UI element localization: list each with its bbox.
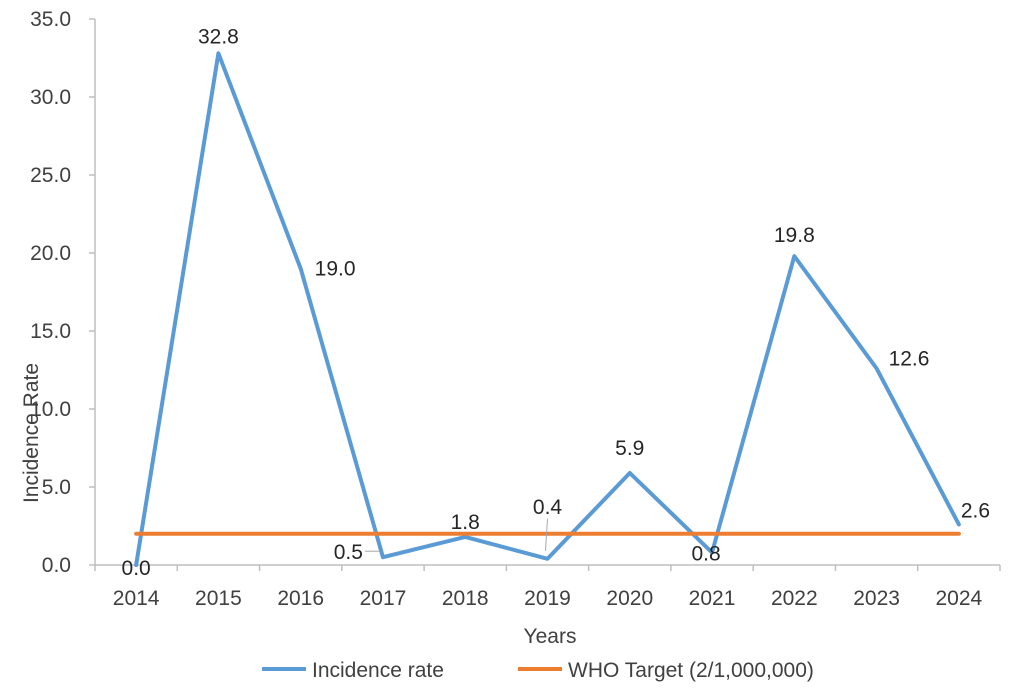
data-label: 0.0 (122, 557, 151, 580)
data-label: 32.8 (198, 25, 239, 48)
x-tick-label: 2024 (936, 587, 983, 610)
leader-line (545, 518, 548, 551)
y-tick-label: 25.0 (30, 164, 71, 187)
y-tick-labels: 0.0 5.0 10.0 15.0 20.0 25.0 30.0 35.0 (30, 8, 95, 577)
y-tick-label: 30.0 (30, 86, 71, 109)
y-axis-title: Incidence Rate (20, 363, 43, 503)
x-tick-label: 2014 (113, 587, 160, 610)
x-axis-title: Years (524, 625, 577, 648)
series-lines (134, 51, 961, 567)
data-label: 5.9 (615, 437, 644, 460)
x-tick-label: 2015 (195, 587, 242, 610)
x-tick-label: 2022 (771, 587, 818, 610)
data-label: 19.8 (774, 224, 815, 247)
x-tick-label: 2019 (524, 587, 571, 610)
data-labels: 0.0 32.8 19.0 0.5 1.8 0.4 5.9 0.8 19.8 12.6 2.6 (122, 25, 991, 580)
y-tick-label: 15.0 (30, 320, 71, 343)
y-tick-label: 35.0 (30, 8, 71, 31)
axes (94, 19, 1000, 566)
data-label: 2.6 (961, 499, 990, 522)
x-tick-label: 2021 (689, 587, 736, 610)
legend: Incidence rate WHO Target (2/1,000,000) (262, 659, 814, 682)
x-tick-label: 2018 (442, 587, 489, 610)
legend-label-incidence-rate: Incidence rate (312, 659, 444, 682)
data-label: 0.5 (334, 541, 363, 564)
data-label: 12.6 (889, 347, 930, 370)
series-line-incidence-rate (134, 51, 961, 567)
data-label: 0.8 (691, 543, 720, 566)
data-label: 0.4 (533, 496, 563, 519)
y-tick-label: 5.0 (42, 476, 71, 499)
x-tick-label: 2017 (360, 587, 407, 610)
x-tick-label: 2020 (606, 587, 653, 610)
x-tick-label: 2023 (853, 587, 900, 610)
x-tick-label: 2016 (277, 587, 324, 610)
y-tick-label: 20.0 (30, 242, 71, 265)
y-tick-label: 10.0 (30, 398, 71, 421)
data-label: 1.8 (451, 511, 480, 534)
x-tick-labels: 2014 2015 2016 2017 2018 2019 2020 2021 2022 2023… (94, 565, 1001, 610)
legend-label-who-target: WHO Target (2/1,000,000) (568, 659, 814, 682)
data-label: 19.0 (315, 258, 356, 281)
y-tick-label: 0.0 (42, 554, 71, 577)
